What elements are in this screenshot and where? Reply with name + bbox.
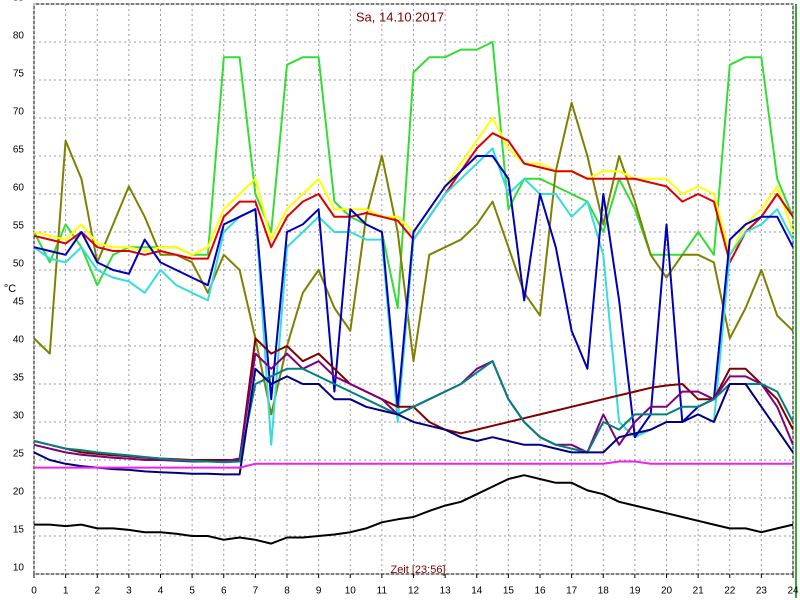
series-line xyxy=(34,474,794,545)
x-tick-label: 2 xyxy=(94,586,100,597)
series-line xyxy=(33,155,794,439)
y-tick-label: 85 xyxy=(13,0,25,4)
y-tick-label: 25 xyxy=(13,449,25,460)
x-tick-label: 0 xyxy=(31,586,37,597)
x-tick-label: 17 xyxy=(566,586,578,597)
x-axis-label: Zeit [23:56] xyxy=(390,564,445,576)
x-tick-label: 11 xyxy=(377,586,388,597)
x-tick-label: 16 xyxy=(534,586,546,597)
y-tick-label: 35 xyxy=(13,373,25,384)
y-tick-label: 60 xyxy=(13,183,25,194)
series-line xyxy=(33,360,794,464)
y-tick-label: 65 xyxy=(13,145,25,156)
chart-title: Sa, 14.10.2017 xyxy=(356,9,444,24)
x-tick-label: 24 xyxy=(787,586,799,597)
y-tick-label: 75 xyxy=(13,69,25,80)
x-tick-label: 14 xyxy=(471,586,483,597)
y-tick-label: 80 xyxy=(13,31,25,42)
x-tick-label: 12 xyxy=(408,586,420,597)
y-tick-label: 15 xyxy=(13,525,25,536)
y-tick-label: 10 xyxy=(13,563,25,574)
x-tick-label: 5 xyxy=(189,586,195,597)
x-tick-label: 19 xyxy=(629,586,641,597)
y-tick-label: 20 xyxy=(13,487,25,498)
x-tick-label: 21 xyxy=(693,586,705,597)
y-tick-label: 70 xyxy=(13,107,25,118)
x-tick-label: 7 xyxy=(253,586,259,597)
y-tick-label: 30 xyxy=(13,411,25,422)
x-tick-label: 4 xyxy=(158,586,164,597)
x-tick-label: 20 xyxy=(661,586,673,597)
x-tick-label: 18 xyxy=(598,586,610,597)
y-tick-label: 40 xyxy=(13,335,25,346)
x-tick-label: 6 xyxy=(221,586,227,597)
x-tick-label: 1 xyxy=(63,586,69,597)
series-line xyxy=(33,367,794,476)
x-tick-label: 23 xyxy=(756,586,768,597)
y-tick-label: 55 xyxy=(13,221,25,232)
x-tick-label: 9 xyxy=(316,586,322,597)
x-tick-label: 8 xyxy=(284,586,290,597)
x-tick-label: 3 xyxy=(126,586,132,597)
series-line xyxy=(33,101,794,416)
x-tick-label: 15 xyxy=(503,586,515,597)
x-tick-label: 10 xyxy=(345,586,357,597)
y-tick-label: 45 xyxy=(13,297,25,308)
series-line xyxy=(34,460,793,469)
x-tick-label: 13 xyxy=(440,586,452,597)
y-tick-label: 50 xyxy=(13,259,25,270)
x-tick-label: 22 xyxy=(724,586,736,597)
y-axis-label: °C xyxy=(4,283,16,295)
